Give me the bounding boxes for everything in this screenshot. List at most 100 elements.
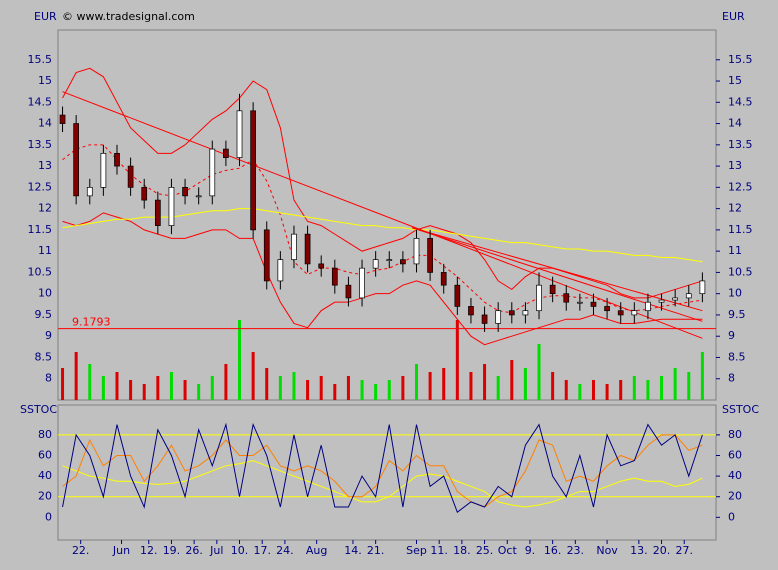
volume-bar	[496, 376, 500, 400]
volume-bar	[469, 372, 473, 400]
y-tick-label: 0	[728, 510, 735, 523]
chart-title: © www.tradesignal.com	[62, 10, 195, 23]
volume-bar	[578, 384, 582, 400]
reference-label: 9.1793	[72, 316, 111, 329]
candle-body	[372, 259, 379, 269]
price-pane	[57, 29, 717, 401]
x-tick-label: 16.	[544, 544, 562, 557]
candle-body	[413, 238, 420, 265]
y-tick-label: 11.5	[728, 223, 753, 236]
candle-body	[508, 310, 515, 316]
candle-body	[114, 152, 120, 167]
y-tick-label: 14.5	[728, 95, 753, 108]
x-tick-label: 19.	[163, 544, 181, 557]
volume-bar	[183, 380, 187, 400]
y-tick-label: 10	[728, 287, 742, 300]
y-tick-label: 12	[728, 202, 742, 215]
volume-bar	[88, 364, 92, 400]
x-tick-label: 23.	[567, 544, 585, 557]
x-tick-label: 20.	[653, 544, 671, 557]
x-tick-label: 27.	[675, 544, 693, 557]
y-axis-label: SSTOC	[20, 403, 57, 416]
y-tick-label: 40	[728, 469, 742, 482]
y-tick-label: 15	[38, 74, 52, 87]
candle-body	[195, 195, 202, 198]
band-line	[62, 67, 703, 299]
y-tick-label: 10.5	[728, 265, 753, 278]
volume-bar	[401, 376, 405, 400]
x-tick-label: 17.	[253, 544, 271, 557]
stoch-pane	[57, 404, 717, 541]
x-tick-label: Oct	[498, 544, 518, 557]
volume-bar	[387, 380, 391, 400]
volume-bar	[564, 380, 568, 400]
x-tick-label: 18.	[453, 544, 471, 557]
volume-bar	[142, 384, 146, 400]
band-line	[62, 212, 703, 346]
volume-bar	[278, 376, 282, 400]
volume-bar	[414, 364, 418, 400]
x-tick-label: Sep	[406, 544, 427, 557]
candle-body	[577, 301, 583, 304]
y-tick-label: 60	[38, 448, 52, 461]
volume-bar	[700, 352, 704, 400]
x-tick-label: 10.	[231, 544, 249, 557]
y-tick-label: 14	[728, 117, 742, 130]
y-axis-label: EUR	[34, 10, 57, 23]
y-tick-label: 8	[45, 372, 52, 385]
x-tick-label: Nov	[596, 544, 618, 557]
y-tick-label: 13	[728, 159, 742, 172]
volume-bar	[523, 368, 527, 400]
y-tick-label: 12	[38, 202, 52, 215]
y-tick-label: 0	[45, 510, 52, 523]
stoch-line	[62, 422, 703, 513]
candle-body	[549, 284, 556, 295]
candle-body	[427, 238, 433, 273]
candle-body	[59, 114, 66, 124]
volume-bar	[156, 376, 160, 400]
candle-body	[685, 293, 692, 299]
x-tick-label: Jul	[209, 544, 223, 557]
candle-body	[168, 187, 175, 226]
volume-bar	[673, 368, 677, 400]
candle-body	[209, 148, 216, 197]
candle-body	[468, 306, 474, 316]
candle-body	[699, 280, 706, 295]
volume-bar	[646, 380, 650, 400]
candle-body	[304, 233, 311, 265]
y-tick-label: 15	[728, 74, 742, 87]
volume-bar	[292, 372, 296, 400]
candle-body	[127, 165, 134, 188]
y-tick-label: 11.5	[28, 223, 53, 236]
y-axis-label: SSTOC	[722, 403, 759, 416]
volume-bar	[537, 344, 541, 400]
candle-body	[86, 187, 93, 197]
y-tick-label: 9	[728, 329, 735, 342]
y-tick-label: 8	[728, 372, 735, 385]
x-tick-label: 25.	[476, 544, 494, 557]
stoch-line	[62, 434, 703, 508]
volume-bar	[605, 384, 609, 400]
y-tick-label: 20	[728, 490, 742, 503]
candle-body	[345, 284, 352, 299]
x-tick-label: 14.	[344, 544, 362, 557]
y-tick-label: 60	[728, 448, 742, 461]
candle-body	[100, 152, 107, 188]
candle-body	[141, 187, 148, 201]
volume-bar	[129, 380, 133, 400]
candle-body	[495, 310, 502, 324]
x-tick-label: 22.	[72, 544, 90, 557]
volume-bar	[101, 376, 105, 400]
y-tick-label: 9	[45, 329, 52, 342]
volume-bar	[619, 380, 623, 400]
y-tick-label: 80	[728, 428, 742, 441]
candle-body	[631, 310, 638, 316]
candle-body	[658, 299, 665, 303]
x-tick-label: 9.	[525, 544, 536, 557]
candle-body	[604, 306, 610, 312]
volume-bar	[197, 384, 201, 400]
candle-body	[359, 267, 365, 299]
volume-bar	[319, 376, 323, 400]
